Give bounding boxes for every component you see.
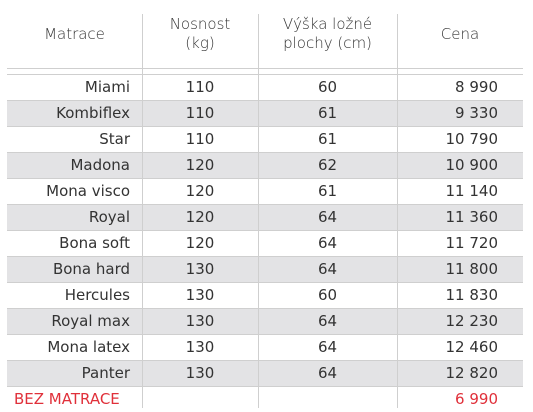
cell-nosnost: 130 [185, 260, 215, 278]
table-row: Royal 120 64 11 360 [7, 205, 523, 231]
table-row: Bona hard 130 64 11 800 [7, 257, 523, 283]
cell-cena: 12 230 [445, 312, 499, 330]
cell-cena: 10 790 [445, 130, 499, 148]
cell-vyska: 64 [317, 208, 338, 226]
table-row: Hercules 130 60 11 830 [7, 283, 523, 309]
cell-vyska: 64 [317, 312, 338, 330]
cell-cena: 10 900 [445, 156, 499, 174]
table-row: Mona latex 130 64 12 460 [7, 335, 523, 361]
cell-cena: 11 830 [445, 286, 499, 304]
header-label: Nosnost (kg) [169, 15, 231, 52]
cell-matrace: Bona soft [59, 234, 130, 252]
cell-nosnost: 120 [185, 182, 215, 200]
price-table: Matrace Nosnost (kg) Výška ložné plochy … [7, 0, 523, 412]
header-spacer [7, 69, 523, 75]
cell-vyska: 64 [317, 234, 338, 252]
cell-matrace: Mona visco [46, 182, 130, 200]
column-divider [258, 14, 259, 408]
header-vyska: Výška ložné plochy (cm) [258, 0, 397, 68]
cell-nosnost: 110 [185, 130, 215, 148]
cell-matrace: Madona [70, 156, 130, 174]
cell-cena: 8 990 [455, 78, 498, 96]
cell-vyska: 64 [317, 338, 338, 356]
cell-cena: 11 360 [445, 208, 499, 226]
cell-vyska: 61 [317, 130, 338, 148]
cell-nosnost: 120 [185, 156, 215, 174]
header-matrace: Matrace [7, 0, 142, 68]
cell-cena: 12 820 [445, 364, 499, 382]
cell-matrace: Bona hard [52, 260, 130, 278]
table-header: Matrace Nosnost (kg) Výška ložné plochy … [7, 0, 523, 69]
table-row: Miami 110 60 8 990 [7, 75, 523, 101]
cell-nosnost: 120 [185, 208, 215, 226]
cell-matrace: Panter [81, 364, 130, 382]
cell-nosnost: 130 [185, 312, 215, 330]
table-body: Miami 110 60 8 990 Kombiflex 110 61 9 330 Star 11… [7, 75, 523, 412]
cell-vyska: 64 [317, 364, 338, 382]
column-divider [397, 14, 398, 408]
header-label: Matrace [44, 24, 105, 43]
cell-vyska: 64 [317, 260, 338, 278]
cell-cena: 12 460 [445, 338, 499, 356]
cell-matrace: Mona latex [47, 338, 130, 356]
cell-nosnost: 110 [185, 78, 215, 96]
cell-nosnost: 130 [185, 286, 215, 304]
header-label: Cena [440, 24, 480, 43]
table-row: Madona 120 62 10 900 [7, 153, 523, 179]
cell-vyska: 61 [317, 104, 338, 122]
cell-vyska: 60 [317, 286, 338, 304]
cell-cena: 9 330 [455, 104, 498, 122]
cell-nosnost: 130 [185, 364, 215, 382]
table-row: Mona visco 120 61 11 140 [7, 179, 523, 205]
footer-price: 6 990 [455, 390, 498, 408]
column-divider [142, 14, 143, 408]
cell-matrace: Royal [88, 208, 130, 226]
table-row: Star 110 61 10 790 [7, 127, 523, 153]
cell-vyska: 61 [317, 182, 338, 200]
table-row: Bona soft 120 64 11 720 [7, 231, 523, 257]
cell-vyska: 62 [317, 156, 338, 174]
table-row: Panter 130 64 12 820 [7, 361, 523, 387]
cell-vyska: 60 [317, 78, 338, 96]
header-nosnost: Nosnost (kg) [142, 0, 258, 68]
footer-label: BEZ MATRACE [14, 390, 120, 408]
table-row: Royal max 130 64 12 230 [7, 309, 523, 335]
cell-cena: 11 720 [445, 234, 499, 252]
header-cena: Cena [397, 0, 523, 68]
cell-nosnost: 110 [185, 104, 215, 122]
cell-nosnost: 120 [185, 234, 215, 252]
cell-matrace: Royal max [51, 312, 130, 330]
cell-matrace: Miami [84, 78, 130, 96]
cell-matrace: Kombiflex [56, 104, 130, 122]
cell-matrace: Star [99, 130, 130, 148]
cell-nosnost: 130 [185, 338, 215, 356]
cell-matrace: Hercules [64, 286, 130, 304]
cell-cena: 11 140 [445, 182, 499, 200]
table-row: Kombiflex 110 61 9 330 [7, 101, 523, 127]
header-label: Výška ložné plochy (cm) [282, 15, 373, 52]
cell-cena: 11 800 [445, 260, 499, 278]
footer-row: BEZ MATRACE 6 990 [7, 387, 523, 412]
